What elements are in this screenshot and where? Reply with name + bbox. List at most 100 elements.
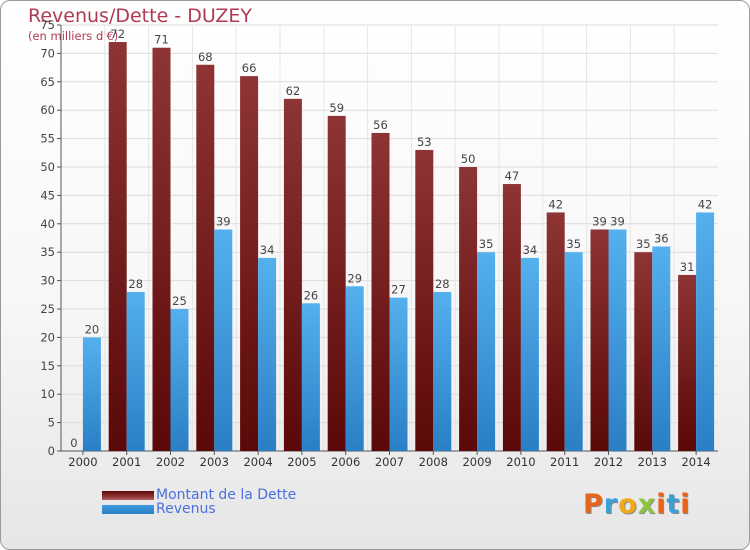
bar-debt <box>634 252 653 451</box>
legend-item-debt: Montant de la Dette <box>102 487 296 503</box>
data-label-debt: 35 <box>636 237 651 251</box>
x-tick-label: 2010 <box>506 455 535 469</box>
y-tick-label: 10 <box>40 387 55 401</box>
bar-debt <box>546 212 565 451</box>
axes: 0 5 10 15 20 25 30 35 40 45 50 55 60 65 70 75 2000 2001 20… <box>40 18 718 469</box>
bar-revenus <box>696 212 715 451</box>
data-label-debt: 39 <box>592 214 607 228</box>
data-label-debt: 56 <box>373 118 388 132</box>
data-label-revenus: 39 <box>610 214 625 228</box>
data-label-debt: 53 <box>417 135 432 149</box>
data-label-debt: 71 <box>154 33 169 47</box>
bar-revenus <box>170 309 189 451</box>
bar-revenus <box>214 229 233 451</box>
bar-debt <box>502 184 521 452</box>
bar-revenus <box>301 303 320 451</box>
data-label-revenus: 39 <box>216 214 231 228</box>
bar-revenus <box>258 257 277 451</box>
bars <box>82 42 715 452</box>
bar-revenus <box>389 297 408 451</box>
y-tick-label: 40 <box>40 217 55 231</box>
x-tick-label: 2013 <box>638 455 667 469</box>
y-tick-label: 55 <box>40 132 55 146</box>
x-tick-label: 2002 <box>156 455 185 469</box>
data-label-debt: 47 <box>505 169 520 183</box>
y-tick-label: 25 <box>40 302 55 316</box>
bar-revenus <box>520 257 539 451</box>
data-label-debt: 42 <box>548 197 563 211</box>
data-label-revenus: 34 <box>260 243 275 257</box>
y-tick-label: 60 <box>40 103 55 117</box>
bar-debt <box>590 229 609 451</box>
data-label-revenus: 42 <box>698 197 713 211</box>
bar-revenus <box>564 252 583 451</box>
x-tick-label: 2001 <box>112 455 141 469</box>
bar-debt <box>459 167 478 451</box>
data-label-debt: 62 <box>286 84 301 98</box>
bar-debt <box>371 132 390 452</box>
bar-debt <box>152 47 171 451</box>
y-tick-label: 35 <box>40 245 55 259</box>
data-label-debt: 59 <box>329 101 344 115</box>
x-tick-label: 2005 <box>287 455 316 469</box>
bar-debt <box>108 42 127 451</box>
data-label-revenus: 34 <box>523 243 538 257</box>
x-tick-label: 2003 <box>200 455 229 469</box>
bar-revenus <box>126 291 145 451</box>
bar-revenus <box>608 229 627 451</box>
legend-swatch-revenus <box>102 504 154 514</box>
y-tick-label: 70 <box>40 46 55 60</box>
bar-revenus <box>345 286 364 451</box>
data-label-debt: 50 <box>461 152 476 166</box>
data-label-revenus: 28 <box>435 277 450 291</box>
x-tick-label: 2008 <box>419 455 448 469</box>
y-tick-label: 15 <box>40 359 55 373</box>
legend-label-revenus: Revenus <box>156 501 216 517</box>
bar-debt <box>240 76 259 452</box>
data-labels: 0 20 72 28 71 25 68 39 66 34 62 26 59 29 56 27 53 28 50 35 4… <box>70 27 712 450</box>
x-tick-label: 2007 <box>375 455 404 469</box>
x-tick-label: 2000 <box>68 455 97 469</box>
bar-revenus <box>433 291 452 451</box>
bar-debt <box>678 274 697 451</box>
bar-revenus <box>652 246 671 451</box>
x-tick-label: 2011 <box>550 455 579 469</box>
data-label-revenus: 26 <box>304 288 319 302</box>
data-label-revenus: 25 <box>172 294 187 308</box>
y-tick-label: 50 <box>40 160 55 174</box>
y-tick-label: 75 <box>40 18 55 32</box>
data-label-revenus: 35 <box>566 237 581 251</box>
x-tick-label: 2009 <box>462 455 491 469</box>
x-tick-label: 2012 <box>594 455 623 469</box>
y-tick-label: 20 <box>40 330 55 344</box>
x-tick-label: 2014 <box>681 455 710 469</box>
y-tick-label: 5 <box>48 416 55 430</box>
bar-debt <box>327 115 346 451</box>
y-tick-label: 0 <box>48 444 55 458</box>
y-tick-label: 45 <box>40 188 55 202</box>
legend-label-debt: Montant de la Dette <box>156 487 297 503</box>
data-label-revenus: 29 <box>347 271 362 285</box>
data-label-revenus: 28 <box>128 277 143 291</box>
proxiti-logo: Proxiti <box>583 489 691 520</box>
data-label-revenus: 36 <box>654 232 669 246</box>
bar-debt <box>196 64 215 451</box>
data-label-debt: 72 <box>110 27 125 41</box>
data-label-debt: 66 <box>242 61 257 75</box>
bar-revenus <box>477 252 496 451</box>
bar-revenus <box>82 337 101 451</box>
legend-item-revenus: Revenus <box>102 501 216 517</box>
chart-subtitle: (en milliers d'€) <box>28 29 119 43</box>
bar-debt <box>283 98 302 451</box>
bar-debt <box>415 149 434 451</box>
y-tick-label: 30 <box>40 274 55 288</box>
data-label-revenus: 20 <box>85 322 100 336</box>
x-tick-label: 2006 <box>331 455 360 469</box>
x-tick-label: 2004 <box>243 455 272 469</box>
data-label-revenus: 35 <box>479 237 494 251</box>
data-label-revenus: 27 <box>391 283 406 297</box>
data-label-debt: 31 <box>680 260 695 274</box>
data-label-debt: 0 <box>70 436 77 450</box>
